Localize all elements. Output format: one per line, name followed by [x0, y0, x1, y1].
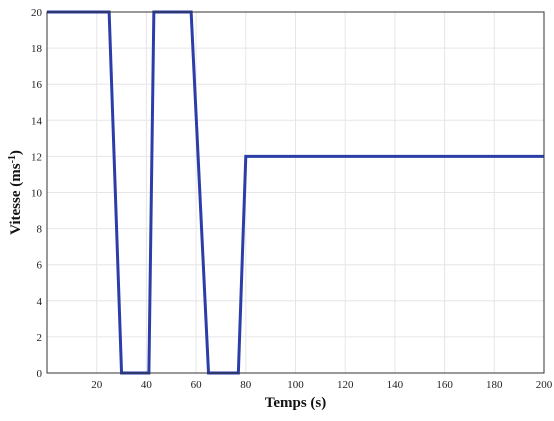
x-tick-label: 160	[436, 379, 453, 391]
grid	[47, 11, 545, 374]
y-tick-label: 8	[37, 224, 43, 236]
y-tick-label: 6	[37, 260, 43, 272]
x-tick-label: 60	[191, 379, 203, 391]
y-tick-label: 10	[31, 188, 43, 200]
y-tick-label: 18	[31, 43, 43, 55]
x-axis-label: Temps (s)	[265, 395, 327, 411]
x-tick-label: 80	[240, 379, 252, 391]
x-tick-labels: 20 40 60 80 100 120 140 160 180 200	[91, 379, 553, 391]
y-tick-label: 20	[31, 7, 43, 19]
y-axis-label-main: Vitesse (ms	[8, 163, 24, 235]
y-tick-label: 14	[31, 115, 43, 127]
plot-frame	[46, 11, 545, 374]
y-tick-label: 0	[37, 368, 43, 380]
y-tick-label: 2	[37, 332, 43, 344]
x-tick-label: 200	[536, 379, 553, 391]
y-tick-label: 16	[31, 79, 43, 91]
y-tick-label: 4	[37, 296, 43, 308]
y-axis-label: Vitesse (ms-1)	[7, 150, 25, 235]
x-tick-label: 20	[91, 379, 103, 391]
x-tick-label: 140	[387, 379, 404, 391]
x-tick-label: 120	[337, 379, 354, 391]
y-axis-label-superscript: -1	[7, 155, 18, 163]
y-axis-label-close: )	[8, 150, 24, 155]
y-tick-labels: 0 2 4 6 8 10 12 14 16 18 20	[31, 7, 43, 380]
x-tick-label: 100	[287, 379, 304, 391]
x-tick-label: 40	[141, 379, 153, 391]
x-tick-label: 180	[486, 379, 503, 391]
y-tick-label: 12	[31, 151, 42, 163]
